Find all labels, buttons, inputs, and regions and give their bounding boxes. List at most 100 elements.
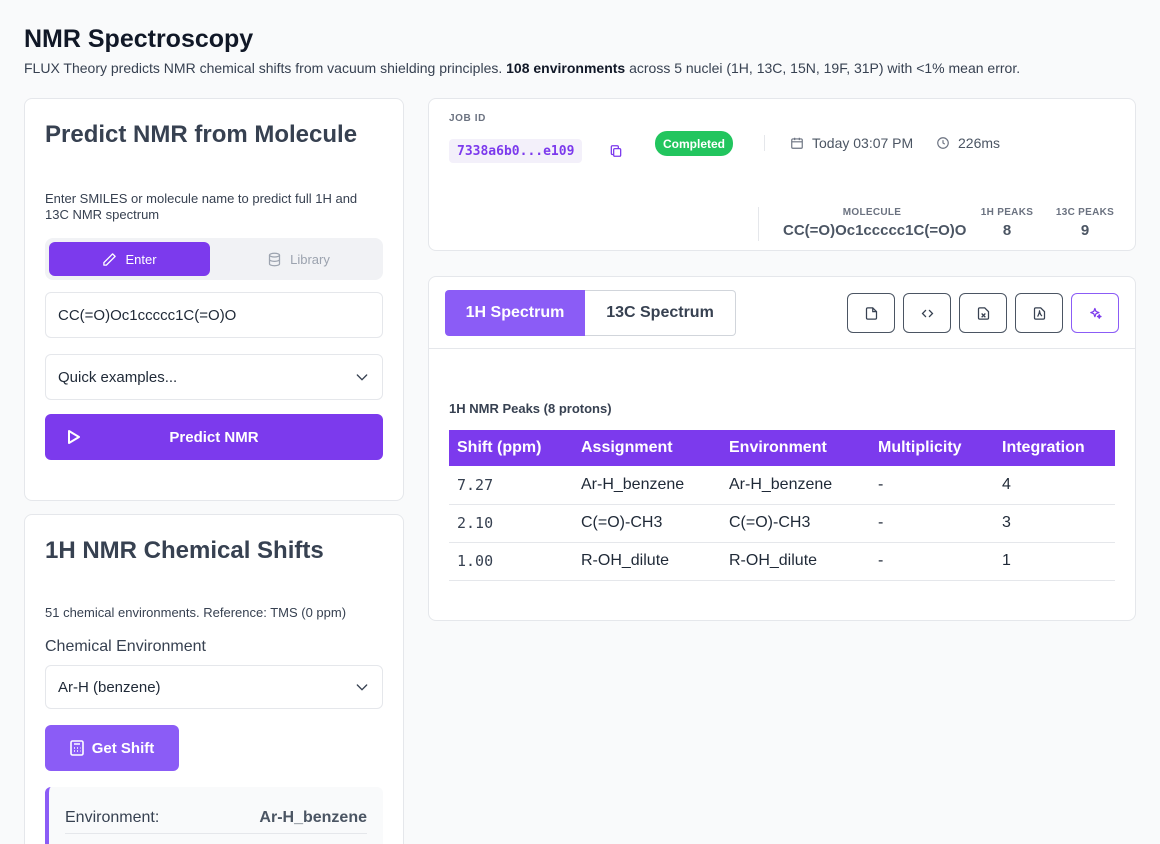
environment-cell: C(=O)-CH3 <box>721 504 870 543</box>
chevron-down-icon <box>356 684 368 691</box>
assignment-cell: C(=O)-CH3 <box>573 504 721 543</box>
shifts-card-description: 51 chemical environments. Reference: TMS… <box>45 605 347 620</box>
peaks-table-caption: 1H NMR Peaks (8 protons) <box>449 401 612 416</box>
sparkles-icon <box>1089 307 1102 319</box>
excel-icon <box>977 306 989 320</box>
file-icon <box>865 306 877 320</box>
h1-peaks-value: 8 <box>1002 222 1012 239</box>
page-title: NMR Spectroscopy <box>24 25 254 53</box>
integration-cell: 1 <box>994 542 1115 581</box>
result-key: Environment: <box>65 809 160 826</box>
h1-peaks-label: 1H PEAKS <box>980 207 1034 218</box>
h1-peaks-stat: 1H PEAKS 8 <box>977 207 1037 239</box>
table-row: 2.10 C(=O)-CH3 C(=O)-CH3 - 3 <box>449 504 1115 543</box>
copy-icon[interactable] <box>609 144 623 158</box>
export-file-button[interactable] <box>847 293 895 333</box>
calendar-icon <box>791 137 803 149</box>
get-shift-label: Get Shift <box>91 739 155 757</box>
shift-cell: 1.00 <box>449 542 573 581</box>
divider <box>429 348 1135 349</box>
result-row-environment: Environment: Ar-H_benzene <box>65 809 367 834</box>
multiplicity-cell: - <box>870 542 994 581</box>
molecule-stat: MOLECULE CC(=O)Oc1ccccc1C(=O)O <box>783 207 967 239</box>
assignment-cell: Ar-H_benzene <box>573 466 721 505</box>
c13-peaks-label: 13C PEAKS <box>1055 207 1115 218</box>
column-header: Assignment <box>573 430 721 466</box>
page-description: FLUX Theory predicts NMR chemical shifts… <box>24 59 1134 77</box>
table-header-row: Shift (ppm) Assignment Environment Multi… <box>449 430 1115 466</box>
predict-card-description: Enter SMILES or molecule name to predict… <box>45 191 358 222</box>
ai-insights-button[interactable] <box>1071 293 1119 333</box>
result-value: Ar-H_benzene <box>259 809 367 826</box>
desc-text-end: across 5 nuclei (1H, 13C, 15N, 19F, 31P)… <box>625 60 1021 76</box>
multiplicity-cell: - <box>870 466 994 505</box>
smiles-value: CC(=O)Oc1ccccc1C(=O)O <box>58 306 237 324</box>
job-duration: 226ms <box>936 135 1000 151</box>
divider <box>764 135 765 151</box>
pdf-icon <box>1033 306 1045 320</box>
smiles-input[interactable]: CC(=O)Oc1ccccc1C(=O)O <box>45 292 383 338</box>
column-header: Integration <box>994 430 1115 466</box>
code-icon <box>921 309 933 317</box>
c13-peaks-stat: 13C PEAKS 9 <box>1051 207 1119 239</box>
tab-13c-spectrum[interactable]: 13C Spectrum <box>585 290 736 336</box>
export-code-button[interactable] <box>903 293 951 333</box>
column-header: Multiplicity <box>870 430 994 466</box>
play-icon <box>68 430 80 444</box>
predict-card-title: Predict NMR from Molecule <box>45 121 358 148</box>
shift-result: Environment: Ar-H_benzene <box>45 787 383 844</box>
job-id-label: JOB ID <box>449 113 486 124</box>
mode-enter-button[interactable]: Enter <box>49 242 210 276</box>
c13-peaks-value: 9 <box>1080 222 1090 239</box>
multiplicity-cell: - <box>870 504 994 543</box>
calculator-icon <box>69 740 84 756</box>
shifts-card: 1H NMR Chemical Shifts 51 chemical envir… <box>24 514 404 844</box>
job-date: Today 03:07 PM <box>790 135 913 151</box>
predict-card: Predict NMR from Molecule Enter SMILES o… <box>24 98 404 501</box>
tab-1h-spectrum[interactable]: 1H Spectrum <box>445 290 585 336</box>
predict-nmr-label: Predict NMR <box>169 428 259 446</box>
status-badge: Completed <box>655 131 734 156</box>
table-row: 1.00 R-OH_dilute R-OH_dilute - 1 <box>449 542 1115 581</box>
environment-cell: Ar-H_benzene <box>721 466 870 505</box>
page-header: NMR Spectroscopy FLUX Theory predicts NM… <box>24 24 1134 77</box>
molecule-label: MOLECULE <box>842 207 902 218</box>
quick-examples-value: Quick examples... <box>58 368 178 386</box>
clock-icon <box>937 137 949 149</box>
database-icon <box>269 252 281 266</box>
environment-select[interactable]: Ar-H (benzene) <box>45 665 383 709</box>
integration-cell: 4 <box>994 466 1115 505</box>
job-duration-value: 226ms <box>958 135 1001 151</box>
molecule-value: CC(=O)Oc1ccccc1C(=O)O <box>783 222 967 239</box>
environment-value: Ar-H (benzene) <box>58 678 161 696</box>
chevron-down-icon <box>356 374 368 381</box>
spectrum-card: 1H Spectrum 13C Spectrum 1H NMR Peaks (8… <box>428 276 1136 621</box>
desc-text: FLUX Theory predicts NMR chemical shifts… <box>24 60 507 76</box>
export-excel-button[interactable] <box>959 293 1007 333</box>
column-header: Shift (ppm) <box>449 430 573 466</box>
column-header: Environment <box>721 430 870 466</box>
get-shift-button[interactable]: Get Shift <box>45 725 179 771</box>
job-id: 7338a6b0...e109 <box>449 139 583 163</box>
table-row: 7.27 Ar-H_benzene Ar-H_benzene - 4 <box>449 466 1115 505</box>
assignment-cell: R-OH_dilute <box>573 542 721 581</box>
mode-library-label: Library <box>290 251 330 267</box>
quick-examples-select[interactable]: Quick examples... <box>45 354 383 400</box>
pencil-icon <box>103 252 117 266</box>
predict-nmr-button[interactable]: Predict NMR <box>45 414 383 460</box>
desc-highlight: 108 environments <box>506 60 626 76</box>
integration-cell: 3 <box>994 504 1115 543</box>
export-pdf-button[interactable] <box>1015 293 1063 333</box>
mode-toggle: Enter Library <box>45 238 383 280</box>
peaks-table: Shift (ppm) Assignment Environment Multi… <box>449 430 1115 581</box>
job-date-value: Today 03:07 PM <box>812 135 914 151</box>
environment-cell: R-OH_dilute <box>721 542 870 581</box>
shift-cell: 7.27 <box>449 466 573 505</box>
divider <box>758 207 759 241</box>
environment-label: Chemical Environment <box>45 638 206 655</box>
job-card: JOB ID 7338a6b0...e109 Completed Today 0… <box>428 98 1136 251</box>
shift-cell: 2.10 <box>449 504 573 543</box>
mode-enter-label: Enter <box>125 251 157 267</box>
shifts-card-title: 1H NMR Chemical Shifts <box>45 537 324 564</box>
mode-library-button[interactable]: Library <box>218 242 379 276</box>
